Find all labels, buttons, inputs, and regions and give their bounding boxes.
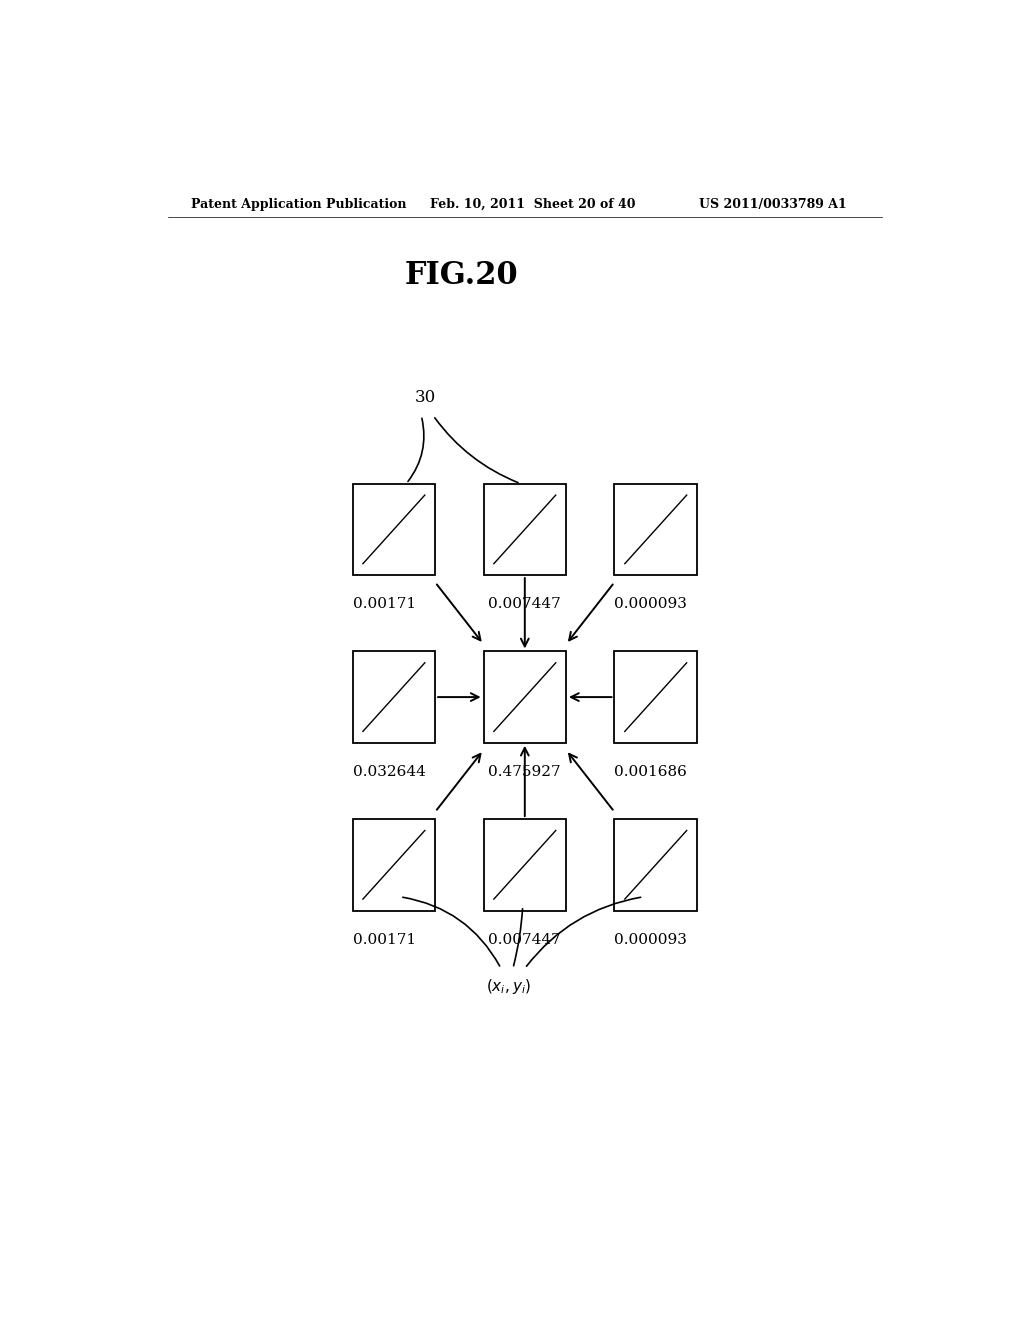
Text: 0.00171: 0.00171 [352, 933, 416, 946]
Bar [352, 651, 435, 743]
Text: 0.007447: 0.007447 [487, 598, 560, 611]
Text: 0.000093: 0.000093 [614, 598, 687, 611]
Text: 0.000093: 0.000093 [614, 933, 687, 946]
Bar [483, 483, 566, 576]
Bar [614, 818, 697, 911]
Bar [483, 651, 566, 743]
Bar [352, 818, 435, 911]
Text: 0.001686: 0.001686 [614, 766, 687, 779]
Text: 0.00171: 0.00171 [352, 598, 416, 611]
Text: 30: 30 [415, 389, 436, 405]
Text: 0.475927: 0.475927 [487, 766, 560, 779]
Bar [483, 818, 566, 911]
Text: Feb. 10, 2011  Sheet 20 of 40: Feb. 10, 2011 Sheet 20 of 40 [430, 198, 635, 211]
Text: US 2011/0033789 A1: US 2011/0033789 A1 [699, 198, 847, 211]
Bar [352, 483, 435, 576]
Text: $(x_i,y_i)$: $(x_i,y_i)$ [486, 977, 531, 997]
Text: Patent Application Publication: Patent Application Publication [191, 198, 407, 211]
Text: 0.007447: 0.007447 [487, 933, 560, 946]
Text: FIG.20: FIG.20 [404, 260, 518, 290]
Text: 0.032644: 0.032644 [352, 766, 425, 779]
Bar [614, 651, 697, 743]
Bar [614, 483, 697, 576]
